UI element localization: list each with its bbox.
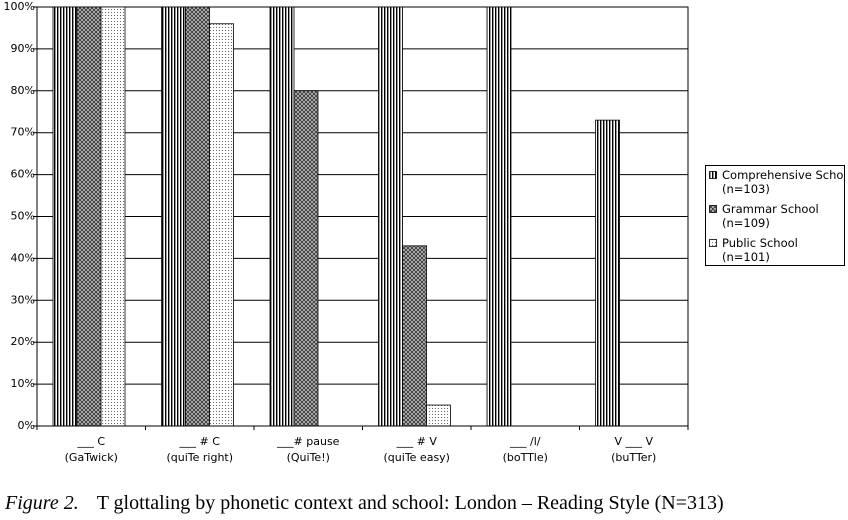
legend-entry: Grammar School (n=109): [708, 202, 844, 230]
legend-entry: Public School (n=101): [708, 236, 844, 264]
y-tick-label: 80%: [11, 84, 35, 97]
x-tick-label: ___ C: [76, 435, 105, 448]
bar: [52, 6, 78, 427]
legend-entry: Comprehensive School (n=103): [708, 168, 844, 196]
legend-swatch-fill: [709, 205, 717, 213]
bar: [293, 90, 319, 427]
x-tick-label: (GaTwick): [65, 451, 118, 464]
x-tick-label: ___ /l/: [509, 435, 541, 448]
x-tick-label: (buTTer): [611, 451, 656, 464]
y-tick-label: 50%: [11, 210, 35, 223]
x-tick-label: ___ # C: [179, 435, 221, 448]
bar: [161, 6, 186, 427]
legend-swatch-fill: [709, 171, 717, 179]
x-tick-label: ___ # V: [396, 435, 438, 448]
y-tick-label: 90%: [11, 42, 35, 55]
caption-label: Figure 2.: [5, 492, 79, 514]
legend-swatch: [709, 239, 717, 247]
y-tick-label: 70%: [11, 126, 35, 139]
bar: [269, 6, 295, 427]
legend-label: Grammar School (n=109): [722, 202, 819, 230]
legend-swatch: [709, 205, 717, 213]
x-tick-label: (quiTe easy): [384, 451, 450, 464]
x-tick-label: (quiTe right): [166, 451, 233, 464]
bar: [209, 23, 234, 427]
x-tick-label: V ___ V: [614, 435, 653, 448]
y-tick-label: 20%: [11, 335, 35, 348]
legend-swatch: [709, 171, 717, 179]
bar: [426, 404, 451, 427]
y-tick-label: 60%: [11, 168, 35, 181]
x-tick-label: (QuiTe!): [287, 451, 330, 464]
bar: [402, 245, 427, 427]
legend: Comprehensive School (n=103) Grammar Scho…: [705, 165, 845, 266]
bar: [76, 6, 102, 427]
bar: [100, 6, 126, 427]
y-tick-label: 40%: [11, 251, 35, 264]
x-tick-label: ___# pause: [276, 435, 340, 448]
y-tick-label: 10%: [11, 377, 35, 390]
y-tick-label: 100%: [4, 0, 35, 13]
chart: 0% 10% 20% 30% 40% 50% 60% 70% 80% 90% 100% ___ C (G…: [4, 0, 689, 464]
caption-text: T glottaling by phonetic context and sch…: [96, 492, 724, 514]
bar: [378, 6, 403, 427]
bar: [486, 6, 512, 427]
y-tick-label: 30%: [11, 293, 35, 306]
x-tick-label: (boTTle): [503, 451, 548, 464]
caption: Figure 2. T glottaling by phonetic contex…: [5, 492, 724, 515]
bar: [185, 6, 210, 427]
bar: [595, 119, 620, 427]
legend-swatch-fill: [709, 239, 717, 247]
legend-label: Public School (n=101): [722, 236, 798, 264]
y-tick-label: 0%: [18, 419, 35, 432]
legend-label: Comprehensive School (n=103): [722, 168, 844, 196]
